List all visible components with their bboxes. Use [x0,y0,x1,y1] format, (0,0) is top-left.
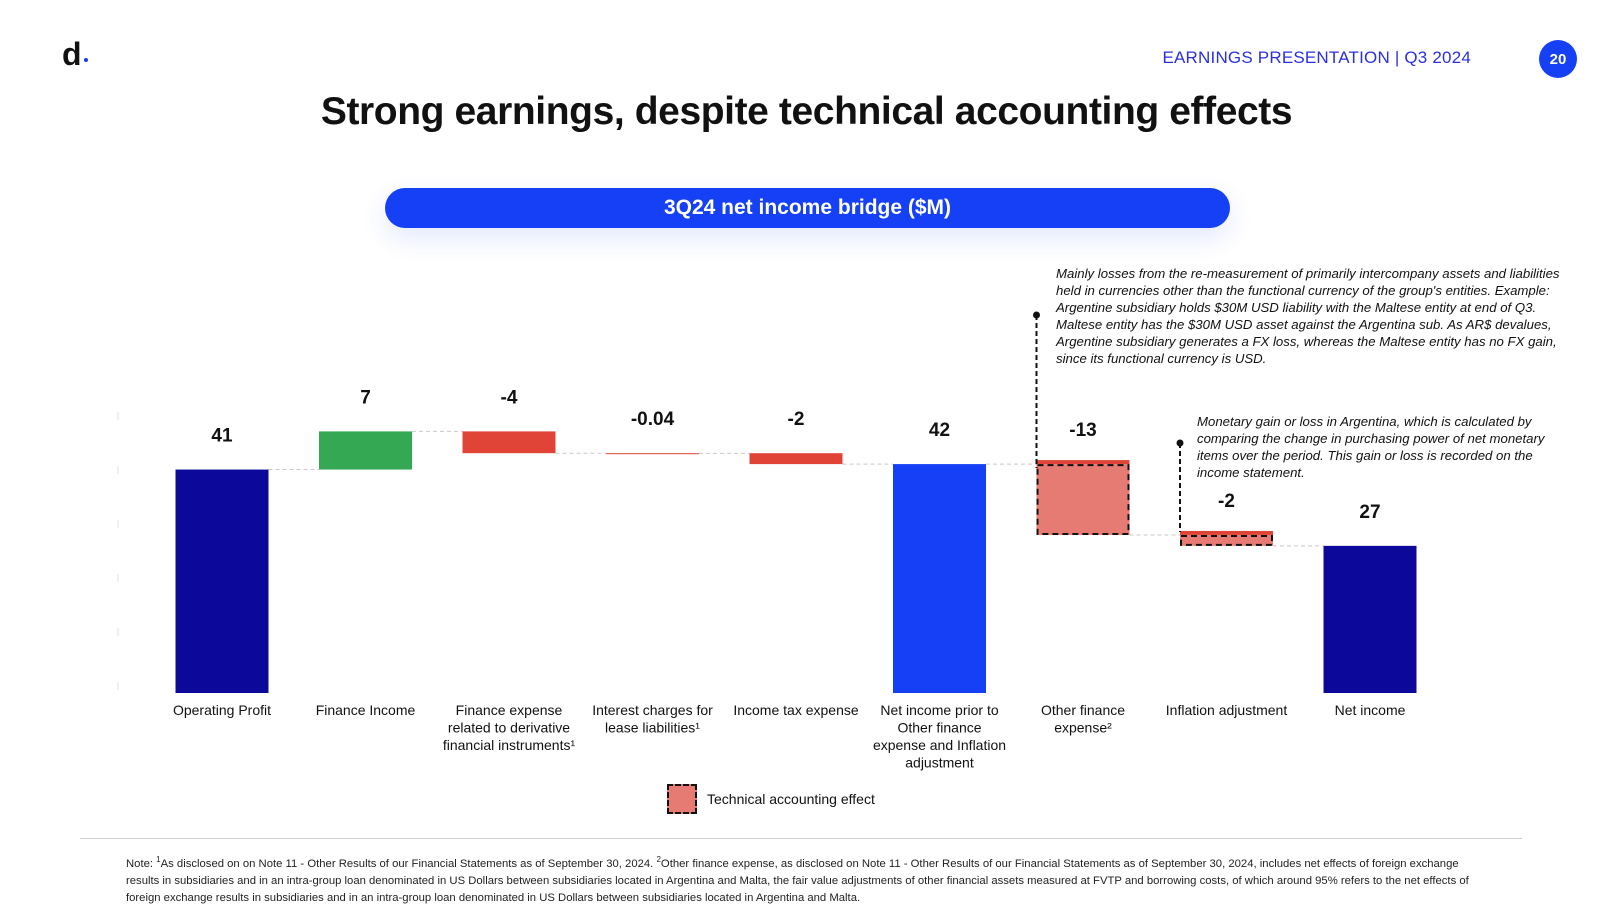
footer-divider [80,838,1522,839]
data-label-other-finance-expense: -13 [1069,420,1096,441]
data-label-operating-profit: 41 [211,426,233,447]
bar-inflation-adjustment-outline [1180,534,1273,546]
category-label-finance-expense-related-to-derivative-financial-instruments: Finance expense related to derivative fina… [443,702,576,753]
category-label-income-tax-expense: Income tax expense [733,702,859,718]
note-text-2: Other finance expense, as disclosed on N… [126,857,1469,904]
data-label-interest-charges-for-lease-liabilities: -0.04 [631,409,675,430]
data-label-income-tax-expense: -2 [788,409,805,430]
company-logo: d [62,36,82,72]
bar-income-tax-expense [749,453,843,465]
category-label-inflation-adjustment: Inflation adjustment [1166,702,1288,718]
category-label-net-income: Net income [1335,702,1406,718]
category-label-other-finance-expense: Other finance expense² [1041,702,1125,736]
data-label-net-income: 27 [1359,502,1380,523]
footnote: Note: 1As disclosed on on Note 11 - Othe… [126,851,1486,907]
data-label-net-income-prior-to-other-finance-expense-and-inflation-adjustment: 42 [929,420,950,441]
bar-other-finance-expense-edge [1036,460,1130,465]
logo-dot-icon [84,58,88,62]
note-text-1: As disclosed on on Note 11 - Other Resul… [160,857,657,870]
bar-net-income [1323,545,1417,693]
bar-finance-income [319,431,412,470]
page-number-badge: 20 [1539,40,1577,78]
bar-interest-charges-for-lease-liabilities [606,453,699,455]
inflation-annotation-dot [1176,439,1184,447]
inflation-annotation: Monetary gain or loss in Argentina, whic… [1197,414,1545,480]
category-label-finance-income: Finance Income [316,702,416,718]
chart-title-pill: 3Q24 net income bridge ($M) [385,188,1230,228]
bar-operating-profit [175,469,269,693]
category-label-net-income-prior-to-other-finance-expense-and-inflation-adjustment: Net income prior to Other finance expense … [873,702,1006,771]
legend-technical-label: Technical accounting effect [707,791,875,807]
fx-annotation: Mainly losses from the re-measurement of… [1056,266,1560,366]
note-sup-2: 2 [656,855,661,864]
note-sup-1: 1 [156,855,161,864]
bar-finance-expense-related-to-derivative-financial-instruments [462,431,556,454]
chart-legend: Technical accounting effect [667,784,875,814]
waterfall-chart: 41 Operating Profit 7 Finance Income -4 Finan… [117,311,1417,771]
data-label-inflation-adjustment: -2 [1218,491,1235,512]
page-title: Strong earnings, despite technical accou… [320,90,1293,133]
bar-other-finance-expense [1036,464,1130,535]
data-label-finance-expense-related-to-derivative-financial-instruments: -4 [501,387,518,408]
bar-inflation-adjustment [1180,534,1273,546]
data-label-finance-income: 7 [360,387,371,408]
presentation-label: EARNINGS PRESENTATION | Q3 2024 [1162,48,1471,67]
legend-technical-swatch [667,784,697,814]
category-label-interest-charges-for-lease-liabilities: Interest charges for lease liabilities¹ [592,702,713,736]
bar-other-finance-expense-outline [1036,464,1130,535]
bar-inflation-adjustment-edge [1180,530,1273,535]
category-label-operating-profit: Operating Profit [173,702,271,718]
bar-net-income-prior-to-other-finance-expense-and-inflation-adjustment [893,464,986,693]
fx-annotation-dot [1033,311,1040,319]
note-prefix: Note: [126,857,157,870]
